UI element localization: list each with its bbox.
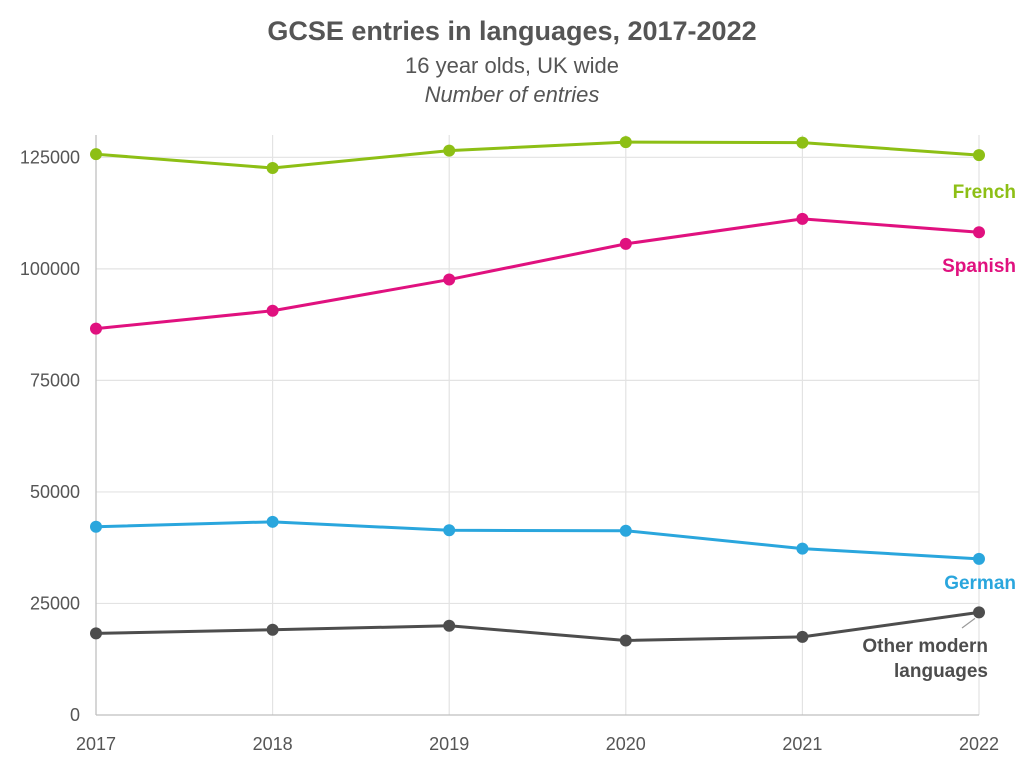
data-point [266,162,279,175]
data-point [90,148,102,161]
data-point [90,520,102,533]
data-point [619,524,632,537]
x-tick-label: 2017 [76,734,116,754]
data-point [266,623,279,636]
series-line [95,610,980,642]
data-point [266,304,279,317]
data-point [266,515,279,528]
y-tick-label: 50000 [30,482,80,502]
data-point [973,606,985,619]
data-point [619,136,632,149]
series-label: Spanish [942,256,1016,277]
data-point [973,552,985,565]
chart-subtitle: 16 year olds, UK wide [405,53,619,78]
y-tick-label: 25000 [30,593,80,613]
label-leader-line [961,617,976,629]
data-point [796,136,809,149]
data-point [973,226,985,239]
data-point [619,237,632,250]
y-tick-label: 125000 [20,147,80,167]
y-tick-label: 100000 [20,259,80,279]
x-tick-label: 2020 [606,734,646,754]
x-tick-label: 2019 [429,734,469,754]
y-tick-label: 0 [70,705,80,725]
series-line [95,217,980,331]
series-labels: French Spanish German Other modern languages [862,182,1016,682]
data-point [796,630,809,643]
chart-units-note: Number of entries [424,82,600,107]
x-tick-label: 2021 [782,734,822,754]
data-point [619,634,632,647]
gridlines [95,135,980,715]
series-label: German [944,573,1016,594]
y-tick-label: 75000 [30,370,80,390]
x-tick-label: 2022 [959,734,999,754]
data-point [443,273,456,286]
axes: 0 25000 50000 75000 100000 125000 2017 2018 2019… [20,135,999,754]
series-line [95,520,980,561]
series-label: French [953,182,1016,203]
data-point [443,619,456,632]
x-tick-label: 2018 [253,734,293,754]
series-line [95,140,980,170]
chart-title: GCSE entries in languages, 2017-2022 [267,16,757,46]
series-group [90,136,985,647]
data-point [443,524,456,537]
series-label: Other modern [862,636,988,657]
data-point [443,144,456,157]
data-point [90,322,102,335]
series-label: languages [894,661,988,682]
data-point [973,149,985,162]
data-point [796,542,809,555]
data-point [90,627,102,640]
data-point [796,212,809,225]
